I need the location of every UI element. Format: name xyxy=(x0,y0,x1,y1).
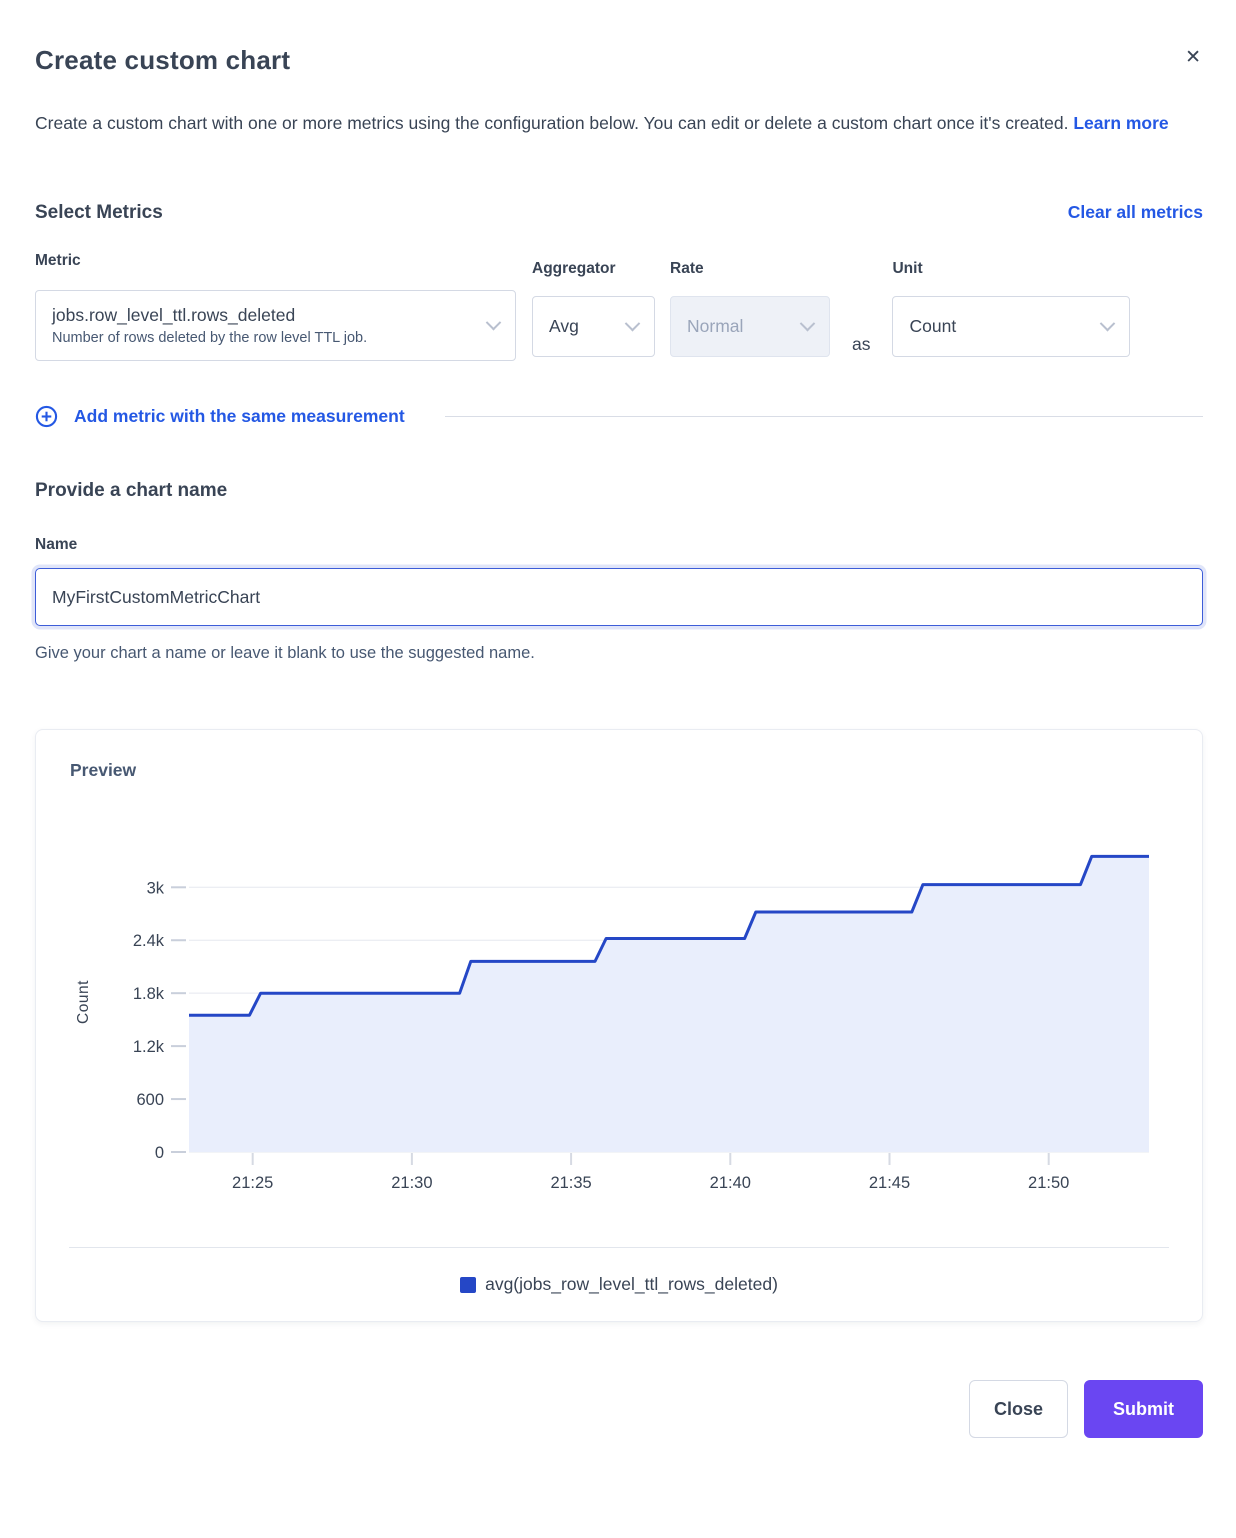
select-metrics-heading: Select Metrics xyxy=(35,202,163,223)
rate-select-value: Normal xyxy=(687,316,744,336)
name-helper-text: Give your chart a name or leave it blank… xyxy=(35,644,535,662)
svg-text:0: 0 xyxy=(155,1144,164,1162)
add-metric-link[interactable]: Add metric with the same measurement xyxy=(74,406,405,426)
svg-text:21:25: 21:25 xyxy=(232,1174,273,1192)
name-label: Name xyxy=(35,536,78,553)
aggregator-select[interactable]: Avg xyxy=(532,296,655,357)
svg-text:600: 600 xyxy=(136,1091,164,1109)
svg-text:21:30: 21:30 xyxy=(391,1174,432,1192)
legend-label: avg(jobs_row_level_ttl_rows_deleted) xyxy=(485,1274,778,1294)
close-icon[interactable]: ✕ xyxy=(1185,47,1201,68)
chevron-down-icon xyxy=(1100,315,1116,332)
chart-name-input[interactable] xyxy=(35,568,1203,626)
close-button[interactable]: Close xyxy=(968,1380,1068,1438)
svg-text:21:35: 21:35 xyxy=(550,1174,591,1192)
svg-text:Count: Count xyxy=(75,980,92,1024)
submit-button[interactable]: Submit xyxy=(1084,1380,1203,1438)
svg-text:21:40: 21:40 xyxy=(710,1174,751,1192)
plus-circle-icon[interactable] xyxy=(35,405,58,428)
preview-chart[interactable]: 0 600 1.2k 1.8k 2.4k 3k 21:25 21:30 21:35 21:40 21… xyxy=(36,801,1204,1201)
preview-card: Preview 0 600 1.2k 1.8k 2.4k 3k 21:25 21:30 21:3… xyxy=(35,729,1203,1322)
unit-label: Unit xyxy=(892,260,923,277)
svg-text:2.4k: 2.4k xyxy=(133,932,165,950)
metric-label: Metric xyxy=(35,252,81,269)
chevron-down-icon xyxy=(485,314,502,331)
learn-more-link[interactable]: Learn more xyxy=(1073,113,1169,133)
legend-swatch xyxy=(460,1276,477,1293)
svg-text:1.2k: 1.2k xyxy=(133,1038,165,1056)
unit-select[interactable]: Count xyxy=(892,296,1131,357)
svg-text:1.8k: 1.8k xyxy=(133,985,165,1003)
chart-name-heading: Provide a chart name xyxy=(35,480,228,501)
clear-all-metrics-link[interactable]: Clear all metrics xyxy=(1067,202,1203,222)
metric-select-description: Number of rows deleted by the row level … xyxy=(52,330,368,346)
metric-config-row: Metric jobs.row_level_ttl.rows_deleted N… xyxy=(35,252,1203,361)
chevron-down-icon xyxy=(624,315,641,332)
preview-heading: Preview xyxy=(70,760,137,780)
rate-label: Rate xyxy=(670,260,704,277)
rate-select: Normal xyxy=(670,296,830,357)
svg-text:21:50: 21:50 xyxy=(1028,1174,1069,1192)
as-label: as xyxy=(852,334,871,354)
svg-text:21:45: 21:45 xyxy=(869,1174,910,1192)
create-custom-chart-dialog: Create custom chart ✕ Create a custom ch… xyxy=(35,45,1203,1438)
description-text: Create a custom chart with one or more m… xyxy=(35,113,1069,133)
aggregator-label: Aggregator xyxy=(532,260,616,277)
page-title: Create custom chart xyxy=(35,45,291,75)
chevron-down-icon xyxy=(799,315,816,332)
aggregator-select-value: Avg xyxy=(549,316,579,336)
chart-legend: avg(jobs_row_level_ttl_rows_deleted) xyxy=(36,1248,1202,1321)
metric-select-value: jobs.row_level_ttl.rows_deleted xyxy=(52,305,296,325)
svg-text:3k: 3k xyxy=(147,879,165,897)
legend-divider xyxy=(69,1247,1169,1248)
dialog-description: Create a custom chart with one or more m… xyxy=(35,104,1175,142)
metric-select[interactable]: jobs.row_level_ttl.rows_deleted Number o… xyxy=(35,290,516,361)
unit-select-value: Count xyxy=(909,316,957,336)
add-metric-divider xyxy=(444,416,1203,417)
